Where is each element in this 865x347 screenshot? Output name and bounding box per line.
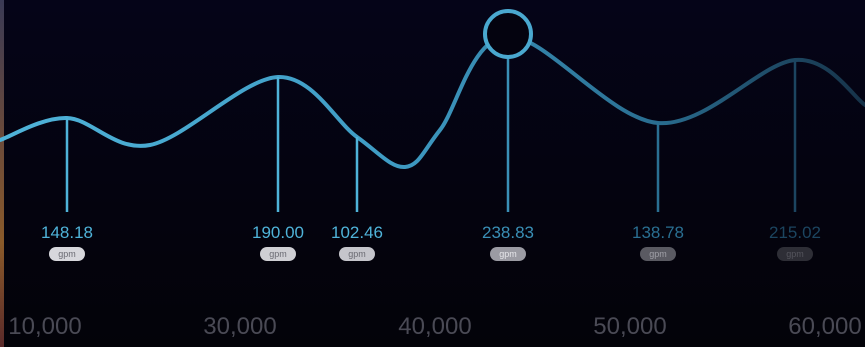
- unit-label: gpm: [58, 249, 76, 259]
- series-line: [0, 33, 865, 169]
- unit-badge: [339, 247, 375, 261]
- unit-badge: [490, 247, 526, 261]
- data-label: 215.02: [769, 223, 821, 242]
- x-tick-label: 40,000: [398, 313, 471, 340]
- highlight-marker[interactable]: [483, 9, 533, 59]
- x-tick-label: 30,000: [203, 313, 276, 340]
- unit-badge: [640, 247, 676, 261]
- unit-label: gpm: [649, 249, 667, 259]
- x-tick-label: 60,000: [788, 313, 861, 340]
- unit-badge: [260, 247, 296, 261]
- x-tick-label: 10,000: [8, 313, 81, 340]
- x-tick-label: 50,000: [593, 313, 666, 340]
- unit-label: gpm: [499, 249, 517, 259]
- data-label: 238.83: [482, 223, 534, 242]
- data-label: 190.00: [252, 223, 304, 242]
- data-label: 138.78: [632, 223, 684, 242]
- left-edge-strip: [0, 0, 4, 347]
- data-label: 148.18: [41, 223, 93, 242]
- unit-label: gpm: [348, 249, 366, 259]
- unit-label: gpm: [269, 249, 287, 259]
- data-label: 102.46: [331, 223, 383, 242]
- unit-label: gpm: [786, 249, 804, 259]
- unit-badge: [49, 247, 85, 261]
- unit-badge: [777, 247, 813, 261]
